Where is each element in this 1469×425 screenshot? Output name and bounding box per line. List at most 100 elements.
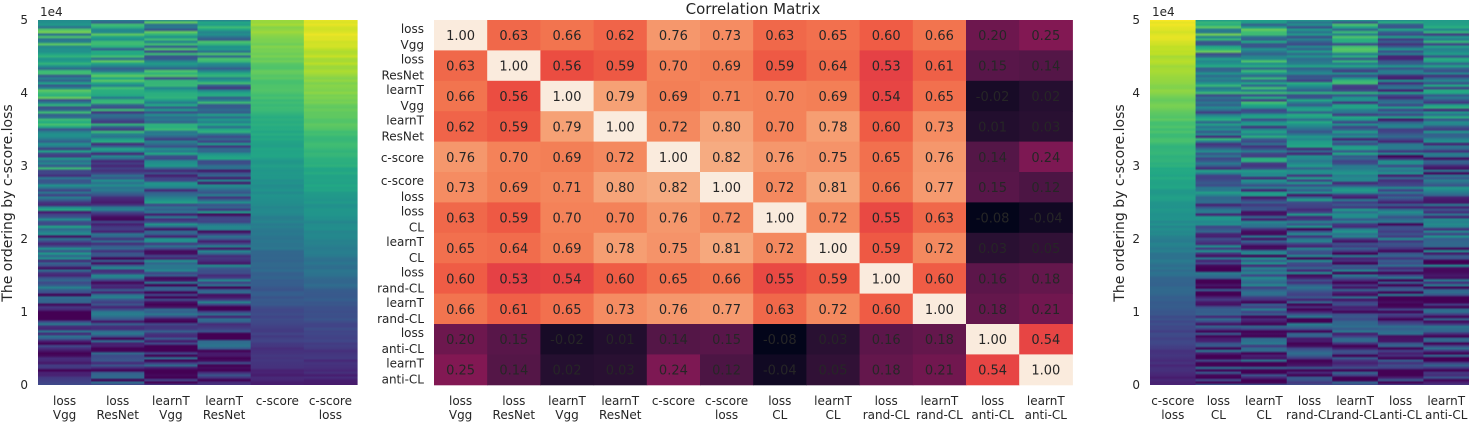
correlation-cell [1019,293,1073,325]
correlation-row-label: c-score [381,174,424,188]
correlation-cell [487,354,541,386]
correlation-value-label: 1.00 [765,212,794,227]
correlation-cell [966,80,1020,112]
correlation-cell [859,172,914,203]
correlation-cell [859,354,914,386]
correlation-cell [540,172,595,203]
correlation-value-label: 0.63 [499,29,528,44]
correlation-value-label: 1.00 [925,303,954,318]
right-x-tick-label: learnT [1336,394,1374,408]
correlation-row-label: loss [401,53,424,67]
correlation-cell [700,263,754,295]
correlation-col-label: anti-CL [971,408,1014,422]
correlation-cell [540,111,595,143]
correlation-matrix-heatmap: Correlation Matrix 1.00 0.63 0.66 0.62 0.76 0… [377,0,1073,422]
correlation-value-label: 0.21 [1031,303,1060,318]
correlation-value-label: 0.02 [1031,90,1060,105]
correlation-value-label: 0.71 [712,90,741,105]
correlation-cell [646,50,701,82]
correlation-cell [806,141,861,173]
correlation-col-label: rand-CL [916,408,963,422]
left-x-tick-label: ResNet [96,408,139,422]
correlation-cell [540,232,595,264]
correlation-value-label: 1.00 [553,90,582,105]
correlation-cell [859,202,914,234]
correlation-value-label: 0.60 [925,272,954,287]
correlation-value-label: 1.00 [499,60,528,75]
correlation-cell [966,324,1020,355]
correlation-value-label: 0.21 [925,364,954,379]
correlation-cell [646,232,701,264]
left-strip-column [250,20,305,385]
right-x-tick-label: loss [1207,394,1230,408]
correlation-cell [966,172,1020,203]
correlation-value-label: 0.18 [872,364,901,379]
left-strip-column [197,20,252,385]
correlation-row-label: CL [409,221,424,235]
correlation-cell [859,20,914,51]
correlation-value-label: 0.66 [925,29,954,44]
correlation-value-label: 0.66 [446,90,475,105]
left-strip-column [144,20,199,385]
left-strip-column [91,20,145,385]
correlation-col-label: c-score [652,394,695,408]
correlation-cell [646,354,701,386]
right-y-exponent-label: 1e4 [1152,5,1175,19]
correlation-value-label: 0.70 [499,151,528,166]
correlation-cell [646,293,701,325]
correlation-value-label: 0.80 [712,120,741,135]
correlation-value-label: 0.18 [925,333,954,348]
correlation-cell [1019,324,1073,355]
correlation-row-label: learnT [386,235,424,249]
correlation-cell [540,50,595,82]
correlation-value-label: 0.81 [712,242,741,257]
correlation-row-label: CL [409,251,424,265]
correlation-value-label: 0.76 [765,151,794,166]
correlation-value-label: 0.72 [765,181,794,196]
correlation-cell [912,20,967,51]
correlation-value-label: 0.65 [925,90,954,105]
correlation-value-label: 0.01 [606,333,635,348]
correlation-cell [912,324,967,355]
correlation-cell [434,232,488,264]
correlation-cell [753,80,807,112]
correlation-row-label: loss [401,265,424,279]
correlation-cell [912,141,967,173]
correlation-cell [646,202,701,234]
correlation-col-label: c-score [705,394,748,408]
correlation-row-label: loss [401,326,424,340]
correlation-value-label: 0.01 [978,120,1007,135]
correlation-value-label: 0.63 [925,212,954,227]
correlation-value-label: 0.76 [659,212,688,227]
correlation-cell [593,263,648,295]
correlation-cell [753,232,807,264]
right-x-tick-label: loss [1389,394,1412,408]
correlation-row-label: c-score [381,151,424,165]
correlation-col-label: loss [449,394,472,408]
correlation-value-label: 1.00 [606,120,635,135]
correlation-cell [700,111,754,143]
correlation-col-label: ResNet [599,408,642,422]
correlation-cell [912,172,967,203]
correlation-col-label: loss [875,394,898,408]
correlation-value-label: 0.14 [978,151,1007,166]
right-x-tick-label: loss [1298,394,1321,408]
correlation-value-label: 0.77 [712,303,741,318]
right-y-tick-label: 2 [1132,232,1140,246]
correlation-value-label: 0.05 [1031,242,1060,257]
correlation-value-label: 0.15 [978,60,1007,75]
correlation-col-label: learnT [921,394,959,408]
correlation-value-label: 0.53 [872,60,901,75]
correlation-cell [859,111,914,143]
correlation-cell [806,172,861,203]
right-x-tick-label: c-score [1151,394,1194,408]
correlation-value-label: 0.66 [872,181,901,196]
correlation-cell [806,232,861,264]
correlation-cell [540,354,595,386]
left-y-axis-label: The ordering by c-score.loss [0,104,16,302]
correlation-value-label: 0.78 [606,242,635,257]
correlation-cell [912,354,967,386]
correlation-value-label: 0.65 [819,29,848,44]
correlation-value-label: 0.14 [499,364,528,379]
